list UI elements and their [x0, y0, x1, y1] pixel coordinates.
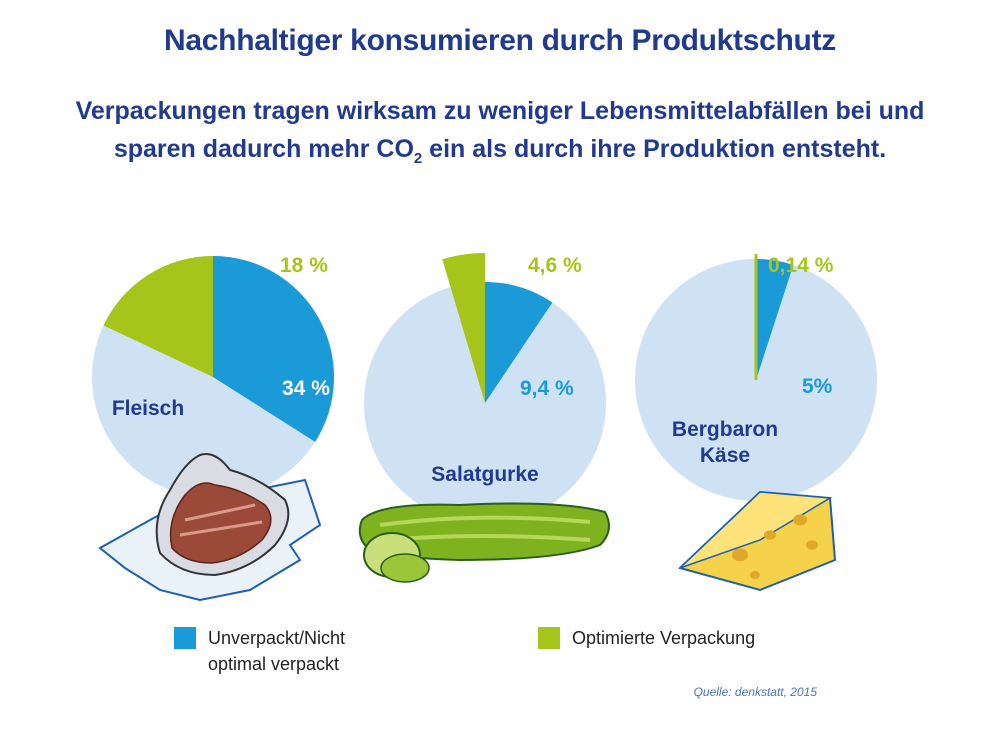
pie-slice-unpacked [756, 259, 794, 380]
data-label-optimized: 0,14 % [768, 254, 834, 277]
cheese-top [679, 491, 833, 569]
subtitle-text-2: ein als durch ihre Produktion entsteht. [422, 135, 887, 163]
steak-meat [169, 482, 272, 564]
category-label: Fleisch [112, 397, 184, 420]
cheese-hole [793, 514, 807, 526]
chart-subtitle: Verpackungen tragen wirksam zu weniger L… [40, 92, 960, 178]
steak-grill-marks [179, 503, 263, 537]
legend-label-unpacked: Unverpackt/Nicht optimal verpackt [208, 625, 345, 677]
cheese-hole [732, 548, 748, 562]
pie-slice-unpacked [213, 256, 334, 442]
steak-icon [98, 453, 322, 602]
cheese-icon [678, 490, 837, 592]
cheese-hole [806, 540, 818, 550]
category-label: Bergbaron [672, 418, 778, 441]
legend-swatch-unpacked [174, 627, 196, 649]
cheese-hole [764, 530, 776, 540]
legend-label-optimized: Optimierte Verpackung [572, 628, 756, 648]
category-label: Salatgurke [431, 463, 538, 486]
subtitle-subscript: 2 [413, 150, 423, 167]
data-label-optimized: 4,6 % [528, 254, 582, 277]
data-label-optimized: 18 % [280, 254, 328, 277]
subtitle-text-1: Verpackungen tragen wirksam zu weniger L… [75, 97, 925, 163]
data-label-unpacked: 34 % [282, 377, 330, 400]
pie-slice-optimized [442, 253, 485, 403]
legend-label-unpacked-line1: Unverpackt/Nicht [208, 628, 346, 648]
pie-slice-unpacked [485, 282, 553, 403]
pie-slice-optimized [103, 256, 213, 377]
cheese-hole [750, 571, 760, 579]
legend-label-unpacked-line2: optimal verpackt [208, 654, 340, 674]
data-label-unpacked: 5% [802, 375, 833, 398]
data-label-unpacked: 9,4 % [520, 377, 574, 400]
pie-2 [364, 253, 606, 524]
legend-swatch-optimized [538, 627, 560, 649]
pie-3 [635, 254, 877, 501]
chart-title: Nachhaltiger konsumieren durch Produktsc… [164, 24, 836, 57]
pie-1 [92, 256, 334, 498]
cucumber-icon [358, 502, 610, 583]
category-label: Käse [700, 444, 750, 467]
source-note: Quelle: denkstatt, 2015 [693, 685, 817, 699]
cucumber-slice-2 [380, 553, 430, 583]
